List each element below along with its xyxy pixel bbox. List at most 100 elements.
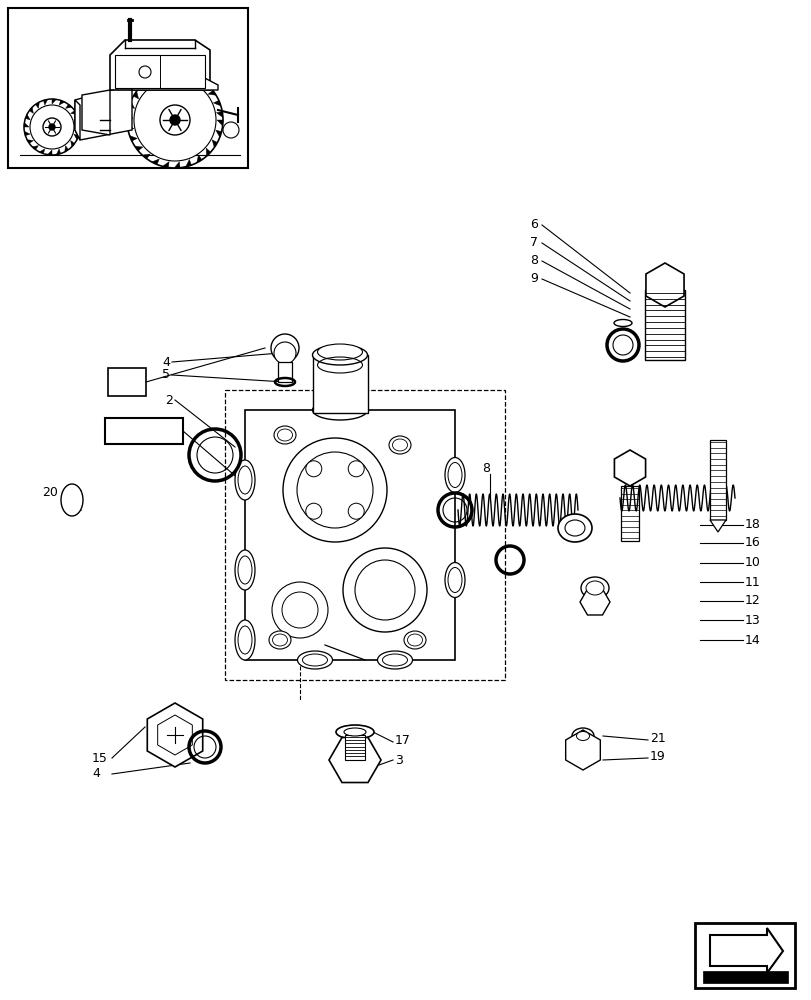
Polygon shape	[74, 134, 79, 140]
Ellipse shape	[344, 728, 366, 736]
Bar	[345, 735, 365, 760]
Text: 1: 1	[123, 375, 131, 388]
Polygon shape	[65, 146, 68, 152]
Polygon shape	[71, 111, 77, 114]
Polygon shape	[192, 76, 200, 82]
Polygon shape	[48, 150, 52, 155]
Ellipse shape	[576, 732, 589, 740]
Bar	[105, 418, 182, 444]
Circle shape	[271, 334, 298, 362]
Polygon shape	[174, 162, 180, 168]
Bar	[277, 362, 292, 382]
Bar	[312, 355, 367, 413]
Polygon shape	[66, 104, 71, 108]
Polygon shape	[56, 149, 61, 155]
Ellipse shape	[564, 520, 584, 536]
Bar	[225, 390, 504, 680]
Polygon shape	[127, 124, 134, 130]
Polygon shape	[206, 148, 210, 156]
Polygon shape	[75, 127, 80, 131]
Text: 21: 21	[649, 732, 665, 744]
Polygon shape	[129, 101, 135, 108]
Circle shape	[272, 582, 328, 638]
Text: 3: 3	[394, 754, 402, 766]
Polygon shape	[74, 118, 79, 123]
Polygon shape	[245, 410, 454, 660]
Polygon shape	[29, 107, 33, 113]
Polygon shape	[200, 82, 208, 87]
Ellipse shape	[234, 550, 255, 590]
Polygon shape	[217, 120, 223, 126]
Polygon shape	[709, 520, 725, 532]
Circle shape	[348, 503, 364, 519]
Polygon shape	[646, 263, 683, 307]
Text: 7: 7	[530, 236, 538, 249]
Polygon shape	[39, 149, 45, 154]
Polygon shape	[127, 112, 133, 119]
Circle shape	[160, 105, 190, 135]
Polygon shape	[75, 100, 80, 140]
Polygon shape	[52, 99, 56, 104]
Polygon shape	[115, 55, 204, 88]
Polygon shape	[130, 136, 137, 141]
Ellipse shape	[317, 344, 362, 360]
Polygon shape	[32, 146, 38, 150]
Ellipse shape	[586, 581, 603, 595]
Ellipse shape	[273, 426, 296, 444]
Polygon shape	[208, 90, 216, 95]
Polygon shape	[149, 76, 155, 84]
Text: 17: 17	[394, 734, 410, 746]
Text: 9: 9	[530, 272, 537, 286]
Bar	[620, 486, 638, 541]
Circle shape	[24, 99, 80, 155]
Text: 8: 8	[482, 462, 489, 475]
Polygon shape	[162, 162, 169, 168]
Ellipse shape	[444, 562, 465, 597]
Circle shape	[273, 342, 296, 364]
Polygon shape	[182, 73, 189, 79]
Polygon shape	[212, 140, 217, 148]
Polygon shape	[565, 730, 599, 770]
Circle shape	[342, 548, 427, 632]
Text: 4: 4	[162, 356, 169, 368]
Text: 16: 16	[744, 536, 760, 550]
Polygon shape	[132, 65, 217, 90]
Ellipse shape	[234, 620, 255, 660]
Circle shape	[348, 461, 364, 477]
Ellipse shape	[336, 725, 374, 739]
Polygon shape	[216, 112, 223, 117]
Text: 6: 6	[530, 219, 537, 232]
Bar	[702, 971, 787, 983]
Polygon shape	[196, 155, 202, 163]
Bar	[709, 440, 725, 520]
Ellipse shape	[312, 400, 367, 420]
Polygon shape	[109, 40, 210, 90]
Ellipse shape	[388, 436, 410, 454]
Circle shape	[306, 503, 321, 519]
Circle shape	[281, 592, 318, 628]
Bar	[8, 8, 247, 168]
Ellipse shape	[444, 458, 465, 492]
Text: PAG. 2: PAG. 2	[122, 424, 165, 438]
Text: 4: 4	[92, 767, 100, 780]
Bar	[108, 368, 146, 396]
Polygon shape	[186, 159, 191, 167]
Polygon shape	[71, 141, 75, 147]
Polygon shape	[140, 83, 144, 91]
Ellipse shape	[581, 577, 608, 599]
Polygon shape	[59, 100, 65, 105]
Ellipse shape	[571, 728, 594, 744]
Polygon shape	[614, 450, 645, 486]
Circle shape	[297, 452, 372, 528]
Polygon shape	[579, 589, 609, 615]
Polygon shape	[25, 114, 30, 120]
Text: 11: 11	[744, 576, 760, 588]
Polygon shape	[213, 100, 221, 106]
Ellipse shape	[297, 651, 332, 669]
Circle shape	[354, 560, 414, 620]
Text: 2: 2	[165, 393, 173, 406]
Polygon shape	[135, 146, 143, 151]
Text: 5: 5	[162, 368, 169, 381]
Bar	[694, 923, 794, 988]
Ellipse shape	[268, 631, 290, 649]
